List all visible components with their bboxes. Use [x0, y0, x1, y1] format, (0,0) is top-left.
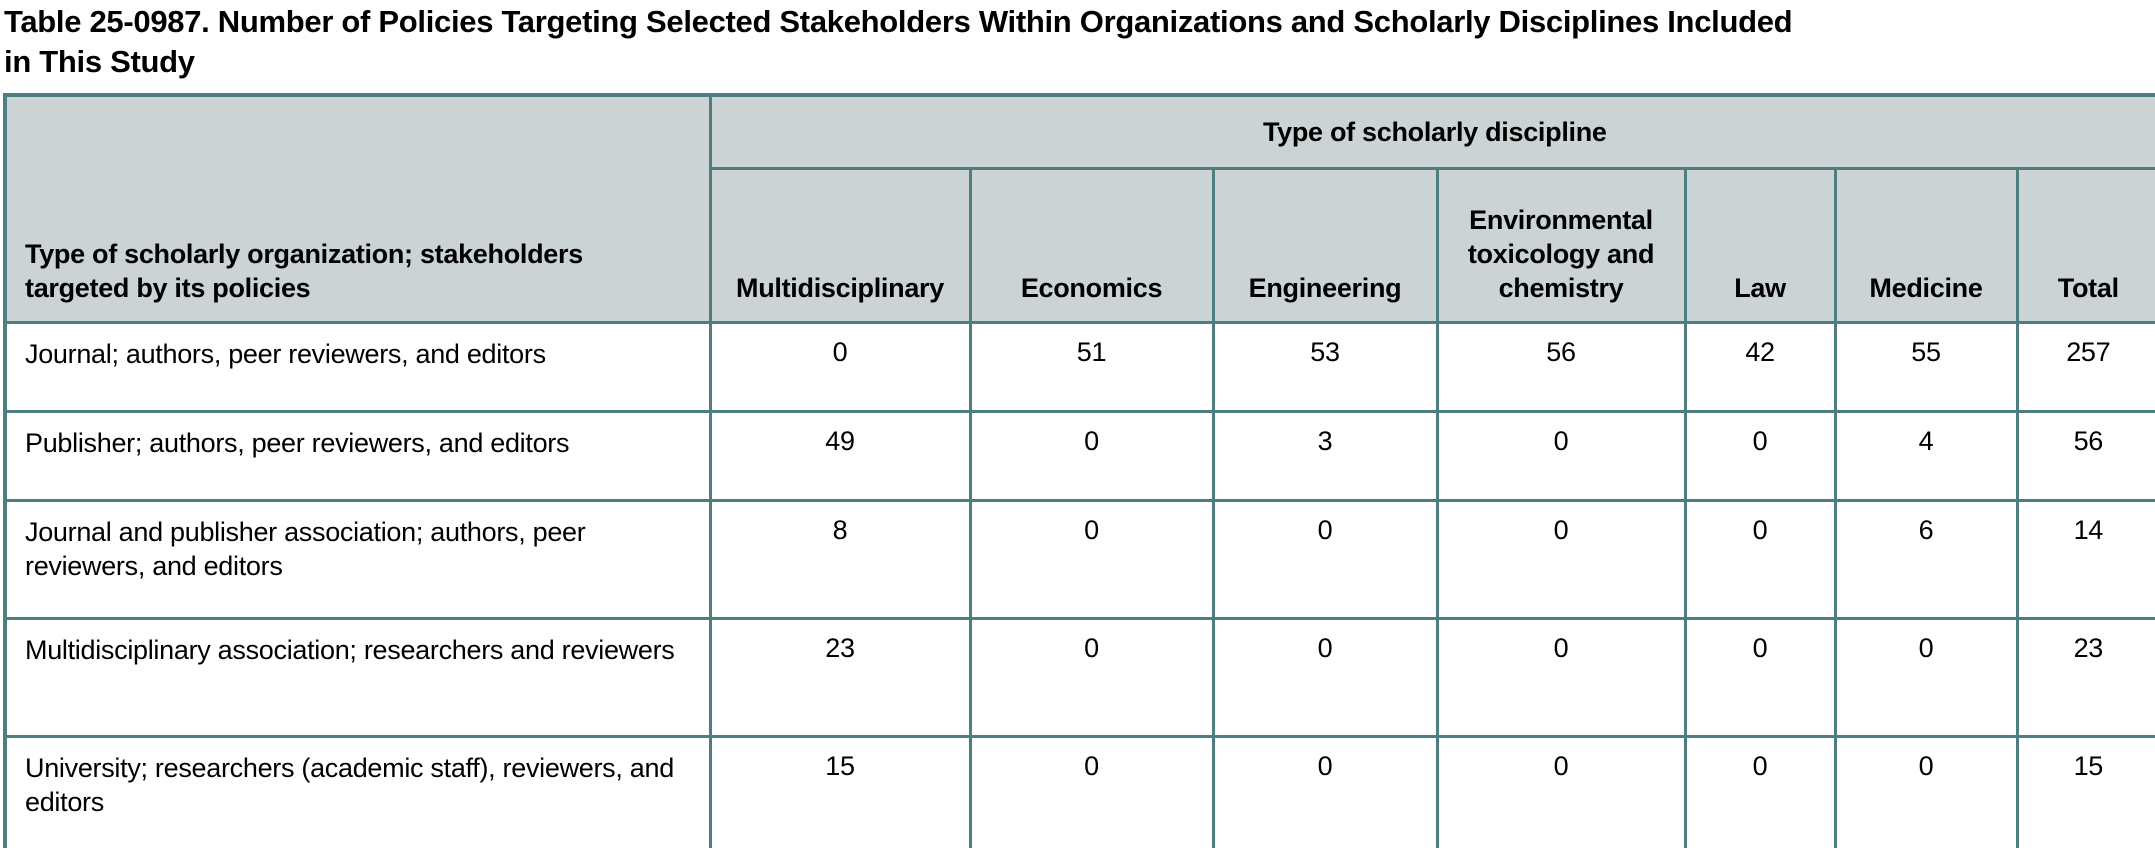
value-cell: 15 [2015, 735, 2155, 848]
value-cell: 0 [968, 499, 1215, 620]
value-cell: 0 [1211, 735, 1439, 848]
row-label: Publisher; authors, peer reviewers, and … [3, 410, 712, 502]
table-row-journal: Journal; authors, peer reviewers, and ed… [3, 321, 2155, 413]
value-cell: 6 [1833, 499, 2019, 620]
value-cell: 14 [2015, 499, 2155, 620]
value-cell: 0 [1435, 410, 1687, 502]
value-cell: 257 [2015, 321, 2155, 413]
value-cell: 0 [1683, 499, 1837, 620]
row-label: Multidisciplinary association; researche… [3, 617, 712, 738]
table-row-multidisciplinary-assoc: Multidisciplinary association; researche… [3, 617, 2155, 738]
value-cell: 4 [1833, 410, 2019, 502]
table-title-line2: in This Study [4, 44, 195, 79]
col-header-total: Total [2015, 167, 2155, 324]
value-cell: 0 [968, 735, 1215, 848]
value-cell: 23 [2015, 617, 2155, 738]
value-cell: 0 [708, 321, 972, 413]
value-cell: 55 [1833, 321, 2019, 413]
column-header-row: Multidisciplinary Economics Engineering … [5, 167, 2155, 324]
value-cell: 49 [708, 410, 972, 502]
value-cell: 42 [1683, 321, 1837, 413]
row-header-label: Type of scholarly organization; stakehol… [3, 93, 712, 324]
value-cell: 8 [708, 499, 972, 620]
col-header-medicine: Medicine [1833, 167, 2019, 324]
group-header-row: Type of scholarly organization; stakehol… [3, 93, 2155, 324]
value-cell: 53 [1211, 321, 1439, 413]
value-cell: 0 [1833, 617, 2019, 738]
table-row-university: University; researchers (academic staff)… [3, 735, 2155, 848]
row-label: Journal; authors, peer reviewers, and ed… [3, 321, 712, 413]
table-row-publisher: Publisher; authors, peer reviewers, and … [3, 410, 2155, 502]
value-cell: 0 [1833, 735, 2019, 848]
value-cell: 0 [1211, 617, 1439, 738]
value-cell: 0 [1211, 499, 1439, 620]
value-cell: 0 [1683, 617, 1837, 738]
col-header-env-toxicology: Environmental toxicology and chemistry [1435, 167, 1687, 324]
col-header-engineering: Engineering [1211, 167, 1439, 324]
value-cell: 23 [708, 617, 972, 738]
value-cell: 51 [968, 321, 1215, 413]
value-cell: 56 [1435, 321, 1687, 413]
group-header-discipline: Type of scholarly discipline [708, 93, 2155, 170]
table-header: Type of scholarly organization; stakehol… [3, 93, 2155, 324]
value-cell: 0 [1435, 735, 1687, 848]
value-cell: 56 [2015, 410, 2155, 502]
table-title-line1: Table 25-0987. Number of Policies Target… [4, 4, 1793, 39]
value-cell: 0 [1435, 499, 1687, 620]
value-cell: 0 [1435, 617, 1687, 738]
value-cell: 0 [968, 410, 1215, 502]
table-body: Journal; authors, peer reviewers, and ed… [3, 321, 2155, 848]
col-header-multidisciplinary: Multidisciplinary [708, 167, 972, 324]
policies-table: Type of scholarly organization; stakehol… [3, 93, 2155, 848]
row-label: University; researchers (academic staff)… [3, 735, 712, 848]
table-row-journal-publisher-assoc: Journal and publisher association; autho… [3, 499, 2155, 620]
value-cell: 0 [1683, 735, 1837, 848]
value-cell: 0 [968, 617, 1215, 738]
value-cell: 0 [1683, 410, 1837, 502]
table-title: Table 25-0987. Number of Policies Target… [4, 2, 2144, 82]
value-cell: 15 [708, 735, 972, 848]
col-header-economics: Economics [968, 167, 1215, 324]
row-label: Journal and publisher association; autho… [3, 499, 712, 620]
value-cell: 3 [1211, 410, 1439, 502]
col-header-law: Law [1683, 167, 1837, 324]
